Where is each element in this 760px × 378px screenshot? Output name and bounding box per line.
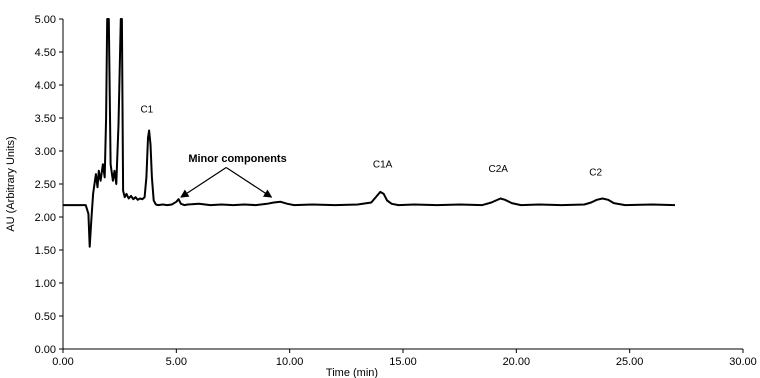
y-axis: 0.00 0.50 1.00 1.50 2.00 2.50 3.00 3.50 4.00 4.50… [35, 14, 64, 356]
y-tick-label: 4.50 [35, 47, 56, 59]
x-tick-label: 25.00 [616, 356, 644, 368]
peak-label-c1a: C1A [373, 160, 393, 171]
x-tick-label: 5.00 [166, 356, 187, 368]
peak-label-c2a: C2A [488, 164, 508, 175]
y-tick-label: 1.50 [35, 245, 56, 257]
x-axis-title: Time (min) [326, 367, 378, 378]
y-tick-label: 3.00 [35, 146, 56, 158]
y-tick-label: 0.00 [35, 344, 56, 356]
x-tick-label: 0.00 [52, 356, 73, 368]
annotation-minor-components: Minor components [188, 153, 286, 165]
peak-label-c1: C1 [140, 105, 153, 116]
y-tick-label: 3.50 [35, 113, 56, 125]
x-tick-label: 10.00 [276, 356, 304, 368]
series-line [63, 18, 676, 248]
annotation-arrow [180, 166, 227, 198]
x-tick-label: 15.00 [389, 356, 417, 368]
y-tick-label: 2.00 [35, 212, 56, 224]
y-tick-label: 2.50 [35, 179, 56, 191]
annotations: C1 Minor components C1A C2A C2 [140, 105, 602, 198]
peak-label-c2: C2 [589, 167, 602, 178]
y-tick-label: 1.00 [35, 278, 56, 290]
x-axis: 0.00 5.00 10.00 15.00 20.00 25.00 30.00 [52, 348, 757, 368]
y-axis-title: AU (Arbitrary Units) [5, 136, 17, 231]
x-tick-label: 20.00 [503, 356, 531, 368]
y-tick-label: 0.50 [35, 311, 56, 323]
y-tick-label: 5.00 [35, 14, 56, 26]
annotation-arrow [225, 166, 273, 198]
y-tick-label: 4.00 [35, 80, 56, 92]
x-tick-label: 30.00 [729, 356, 757, 368]
